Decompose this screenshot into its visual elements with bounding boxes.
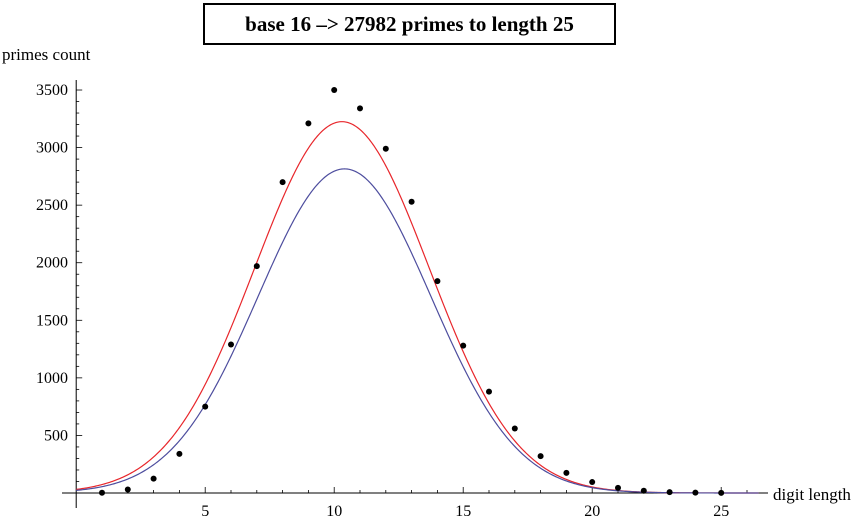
y-axis-label: primes count — [2, 45, 91, 64]
data-point — [408, 198, 415, 205]
data-point — [253, 263, 260, 270]
y-tick-label: 1000 — [36, 370, 68, 387]
data-point — [589, 479, 596, 486]
data-point — [718, 489, 725, 496]
y-tick-label: 2000 — [36, 255, 68, 272]
axes: 5 10 15 20 25 500 1000 1500 2000 2500 3000 3500 — [36, 80, 768, 520]
data-point — [666, 489, 673, 496]
data-point — [357, 105, 363, 112]
data-point — [511, 425, 518, 432]
data-point — [434, 278, 441, 285]
data-point — [486, 388, 492, 395]
y-tick-label: 500 — [44, 427, 68, 444]
y-tick-label: 3000 — [36, 140, 68, 157]
data-point — [331, 87, 338, 94]
data-point — [176, 450, 183, 457]
curves — [76, 121, 759, 494]
fit-curve-1 — [76, 121, 759, 494]
x-tick-label: 15 — [455, 503, 471, 520]
x-tick-label: 5 — [201, 503, 209, 520]
x-axis-label: digit length — [773, 485, 851, 504]
data-point — [382, 145, 389, 152]
data-point — [202, 403, 209, 410]
data-point — [640, 487, 647, 494]
data-point — [615, 484, 621, 491]
fit-curve-2 — [76, 168, 759, 494]
data-point — [563, 469, 570, 476]
x-tick-label: 10 — [326, 503, 342, 520]
y-tick-label: 1500 — [36, 312, 68, 329]
data-point — [124, 486, 131, 493]
data-point — [537, 453, 544, 460]
y-tick-label: 3500 — [36, 82, 68, 99]
data-point — [305, 120, 312, 127]
chart-title: base 16 –> 27982 primes to length 25 — [245, 12, 574, 36]
y-tick-label: 2500 — [36, 197, 68, 214]
data-point — [279, 179, 286, 186]
data-point — [99, 489, 105, 496]
data-point — [150, 475, 157, 482]
data-point — [460, 342, 467, 349]
x-tick-label: 20 — [584, 503, 600, 520]
data-point — [692, 489, 699, 496]
x-tick-label: 25 — [713, 503, 729, 520]
title-box — [203, 3, 616, 45]
data-points — [99, 87, 725, 496]
data-point — [228, 341, 234, 348]
